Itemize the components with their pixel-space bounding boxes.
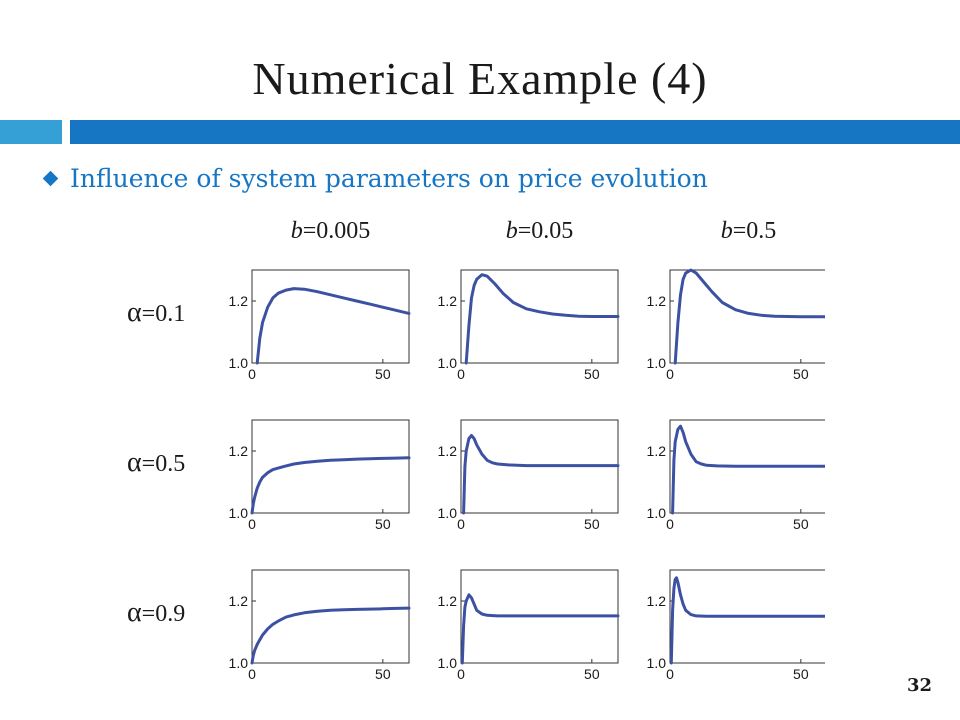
- y-tick-label: 1.2: [438, 293, 458, 309]
- x-tick-label: 0: [248, 666, 256, 680]
- x-tick-label: 50: [793, 366, 809, 382]
- panel-frame: [251, 419, 410, 514]
- price-series-line: [462, 434, 620, 515]
- x-tick-label: 50: [793, 666, 809, 680]
- y-tick-label: 1.0: [647, 655, 667, 671]
- row-label: α=0.9: [127, 597, 185, 628]
- price-series-line: [250, 606, 411, 665]
- y-tick-label: 1.0: [647, 505, 667, 521]
- price-series-line: [669, 576, 825, 665]
- y-tick-label: 1.0: [229, 355, 249, 371]
- price-evolution-figure: b=0.005 b=0.05 b=0.5 α=0.1 α=0.5 α=0.9 1.0 1.2 0…: [127, 218, 825, 680]
- y-tick-label: 1.2: [438, 443, 458, 459]
- y-tick-label: 1.2: [229, 593, 249, 609]
- y-tick-label: 1.2: [647, 443, 667, 459]
- price-series-line: [671, 424, 825, 515]
- x-tick-label: 0: [666, 666, 674, 680]
- bullet-point: Influence of system parameters on price …: [42, 158, 708, 198]
- x-tick-label: 0: [457, 366, 465, 382]
- x-tick-label: 0: [457, 666, 465, 680]
- y-tick-label: 1.0: [438, 505, 458, 521]
- price-series-line: [250, 456, 411, 515]
- panel-frame: [251, 269, 410, 364]
- slide-title: Numerical Example (4): [252, 53, 708, 104]
- x-tick-label: 0: [666, 516, 674, 532]
- x-tick-label: 50: [584, 666, 600, 680]
- row-label: α=0.1: [127, 297, 185, 328]
- price-series-line: [673, 268, 825, 365]
- slide-number: 32: [906, 675, 932, 696]
- x-tick-label: 50: [375, 366, 391, 382]
- x-tick-label: 50: [584, 516, 600, 532]
- y-tick-label: 1.2: [647, 593, 667, 609]
- x-tick-label: 0: [248, 516, 256, 532]
- y-tick-label: 1.0: [438, 655, 458, 671]
- column-label: b=0.05: [506, 218, 574, 244]
- y-tick-label: 1.2: [647, 293, 667, 309]
- y-tick-label: 1.0: [229, 655, 249, 671]
- price-series-line: [460, 593, 620, 665]
- y-tick-label: 1.2: [229, 293, 249, 309]
- row-label: α=0.5: [127, 447, 185, 478]
- price-series-line: [464, 273, 620, 365]
- bullet-text: Influence of system parameters on price …: [70, 163, 708, 193]
- y-tick-label: 1.0: [229, 505, 249, 521]
- x-tick-label: 0: [457, 516, 465, 532]
- x-tick-label: 50: [375, 666, 391, 680]
- y-tick-label: 1.0: [647, 355, 667, 371]
- y-tick-label: 1.2: [438, 593, 458, 609]
- y-tick-label: 1.2: [229, 443, 249, 459]
- panel-frame: [251, 569, 410, 664]
- diamond-bullet-icon: [42, 170, 59, 186]
- x-tick-label: 50: [793, 516, 809, 532]
- column-label: b=0.005: [291, 218, 371, 244]
- y-tick-label: 1.0: [438, 355, 458, 371]
- column-label: b=0.5: [721, 218, 777, 244]
- x-tick-label: 0: [666, 366, 674, 382]
- title-band: [70, 120, 960, 144]
- x-tick-label: 50: [584, 366, 600, 382]
- x-tick-label: 0: [248, 366, 256, 382]
- title-band-accent: [0, 120, 62, 144]
- x-tick-label: 50: [375, 516, 391, 532]
- price-series-line: [255, 287, 411, 365]
